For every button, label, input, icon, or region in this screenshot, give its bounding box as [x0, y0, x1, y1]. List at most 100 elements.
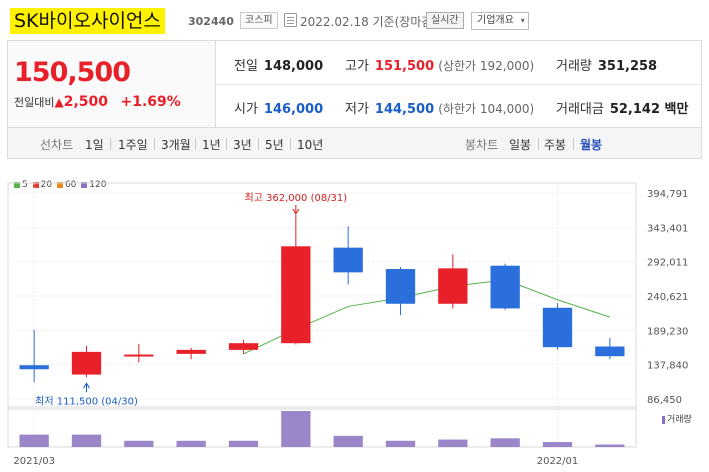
volume-bar: [71, 434, 102, 447]
realtime-button[interactable]: 실시간: [426, 12, 464, 29]
high-annotation: 최고 362,000 (08/31): [244, 192, 347, 204]
volume-value: 351,258: [597, 59, 658, 74]
candle-body: [438, 268, 468, 304]
legend-swatch: [14, 181, 20, 188]
divider: [154, 138, 155, 150]
annotation-arrowhead: [83, 382, 90, 389]
x-tick-label: 2021/03: [13, 456, 55, 467]
change-percent: +1.69%: [120, 94, 181, 110]
volume-swatch: [662, 415, 665, 424]
low-value: 144,500: [374, 102, 435, 117]
candle-daily[interactable]: 일봉: [509, 138, 532, 152]
stock-code: 302440: [188, 15, 234, 28]
ma-legend: 5 20 60 120: [12, 180, 106, 190]
volume: 거래량 351,258: [556, 55, 657, 74]
candle-body: [281, 246, 311, 344]
open-price: 시가 146,000: [234, 98, 323, 117]
divider: [290, 138, 291, 150]
period-10y[interactable]: 10년: [297, 138, 324, 152]
amount-label: 거래대금: [556, 102, 604, 117]
legend-swatch: [32, 181, 39, 188]
volume-bar: [438, 439, 468, 447]
price-summary: 150,500 전일대비▲2,500 +1.69% 전일 148,000 고가 15…: [7, 40, 702, 128]
candle-chart-label: 봉차트: [465, 138, 499, 152]
volume-legend-label: 거래량: [667, 415, 692, 425]
low-price: 저가 144,500 (하한가 104,000): [345, 98, 534, 117]
volume-bar: [124, 440, 154, 447]
high-label: 고가: [345, 59, 369, 74]
y-tick-label: 86,450: [647, 395, 682, 406]
volume-bar: [281, 411, 311, 447]
candle-body: [385, 269, 416, 304]
candle-body: [490, 265, 520, 309]
candle-weekly[interactable]: 주봉: [544, 138, 567, 152]
company-info-dropdown[interactable]: 기업개요 ▾: [471, 12, 529, 30]
candle-body: [595, 346, 625, 357]
volume-bar: [176, 440, 206, 447]
stock-header: SK바이오사이언스 302440 코스피 2022.02.18 기준(장마감) …: [0, 0, 709, 38]
change-label: 전일대비: [14, 96, 55, 109]
period-1w[interactable]: 1주일: [118, 138, 148, 152]
candle-body: [176, 349, 206, 354]
volume-bar: [333, 435, 363, 447]
divider: [573, 138, 574, 150]
high-price: 고가 151,500 (상한가 192,000): [345, 55, 534, 74]
candle-body: [71, 351, 102, 375]
y-tick-label: 189,230: [647, 326, 688, 337]
legend-ma60: 60: [64, 180, 77, 190]
open-label: 시가: [234, 102, 258, 117]
market-badge: 코스피: [240, 12, 278, 29]
candle-body: [333, 247, 363, 273]
annotation-arrowhead: [292, 208, 300, 215]
divider: [538, 138, 539, 150]
volume-bar: [490, 438, 520, 447]
period-1d[interactable]: 1일: [85, 138, 104, 152]
stats-divider: [216, 84, 702, 85]
price-change: 전일대비▲2,500 +1.69%: [14, 94, 181, 110]
candle-body: [228, 343, 259, 350]
trade-amount: 거래대금 52,142 백만: [556, 98, 688, 117]
y-tick-label: 343,401: [647, 223, 688, 234]
open-value: 146,000: [263, 102, 324, 117]
calendar-icon: [284, 13, 297, 27]
prev-close: 전일 148,000: [234, 55, 323, 74]
legend-ma5: 5: [22, 180, 28, 190]
high-value: 151,500: [374, 59, 435, 74]
candle-body: [19, 365, 49, 370]
change-amount: 2,500: [63, 94, 109, 110]
volume-legend: 거래량: [662, 412, 692, 425]
low-annotation: 최저 111,500 (04/30): [35, 395, 138, 407]
legend-swatch: [56, 181, 63, 188]
volume-bar: [228, 440, 259, 447]
volume-pane: [7, 406, 637, 448]
period-5y[interactable]: 5년: [265, 138, 284, 152]
current-price: 150,500: [14, 57, 131, 88]
period-3m[interactable]: 3개월: [161, 138, 191, 152]
amount-value: 52,142 백만: [609, 102, 689, 117]
y-tick-label: 137,840: [647, 361, 688, 372]
stock-chart[interactable]: 5 20 60 120 394,791 343,401 292,011 240,621…: [0, 160, 709, 472]
chevron-down-icon: ▾: [520, 16, 525, 25]
candle-body: [542, 307, 573, 348]
lower-limit: (하한가 104,000): [438, 102, 535, 116]
y-tick-label: 240,621: [647, 292, 688, 303]
prev-close-label: 전일: [234, 59, 258, 74]
base-date: 2022.02.18 기준(장마감): [300, 15, 438, 29]
candle-monthly[interactable]: 월봉: [580, 138, 603, 152]
volume-bar: [385, 440, 416, 447]
candle-body: [124, 354, 154, 357]
y-tick-label: 394,791: [647, 189, 688, 200]
y-tick-label: 292,011: [647, 258, 688, 269]
period-3y[interactable]: 3년: [233, 138, 252, 152]
up-triangle-icon: ▲: [54, 95, 64, 109]
x-tick-label: 2022/01: [537, 456, 579, 467]
company-info-label: 기업개요: [477, 15, 514, 26]
legend-swatch: [81, 181, 88, 188]
volume-bar: [542, 442, 573, 447]
legend-ma20: 20: [40, 180, 53, 190]
period-1y[interactable]: 1년: [202, 138, 221, 152]
divider: [226, 138, 227, 150]
stock-name: SK바이오사이언스: [10, 8, 165, 34]
prev-close-value: 148,000: [263, 59, 324, 74]
period-toolbar: 선차트 1일 1주일 3개월 1년 3년 5년 10년 봉차트 일봉 주봉 월봉: [7, 128, 702, 159]
